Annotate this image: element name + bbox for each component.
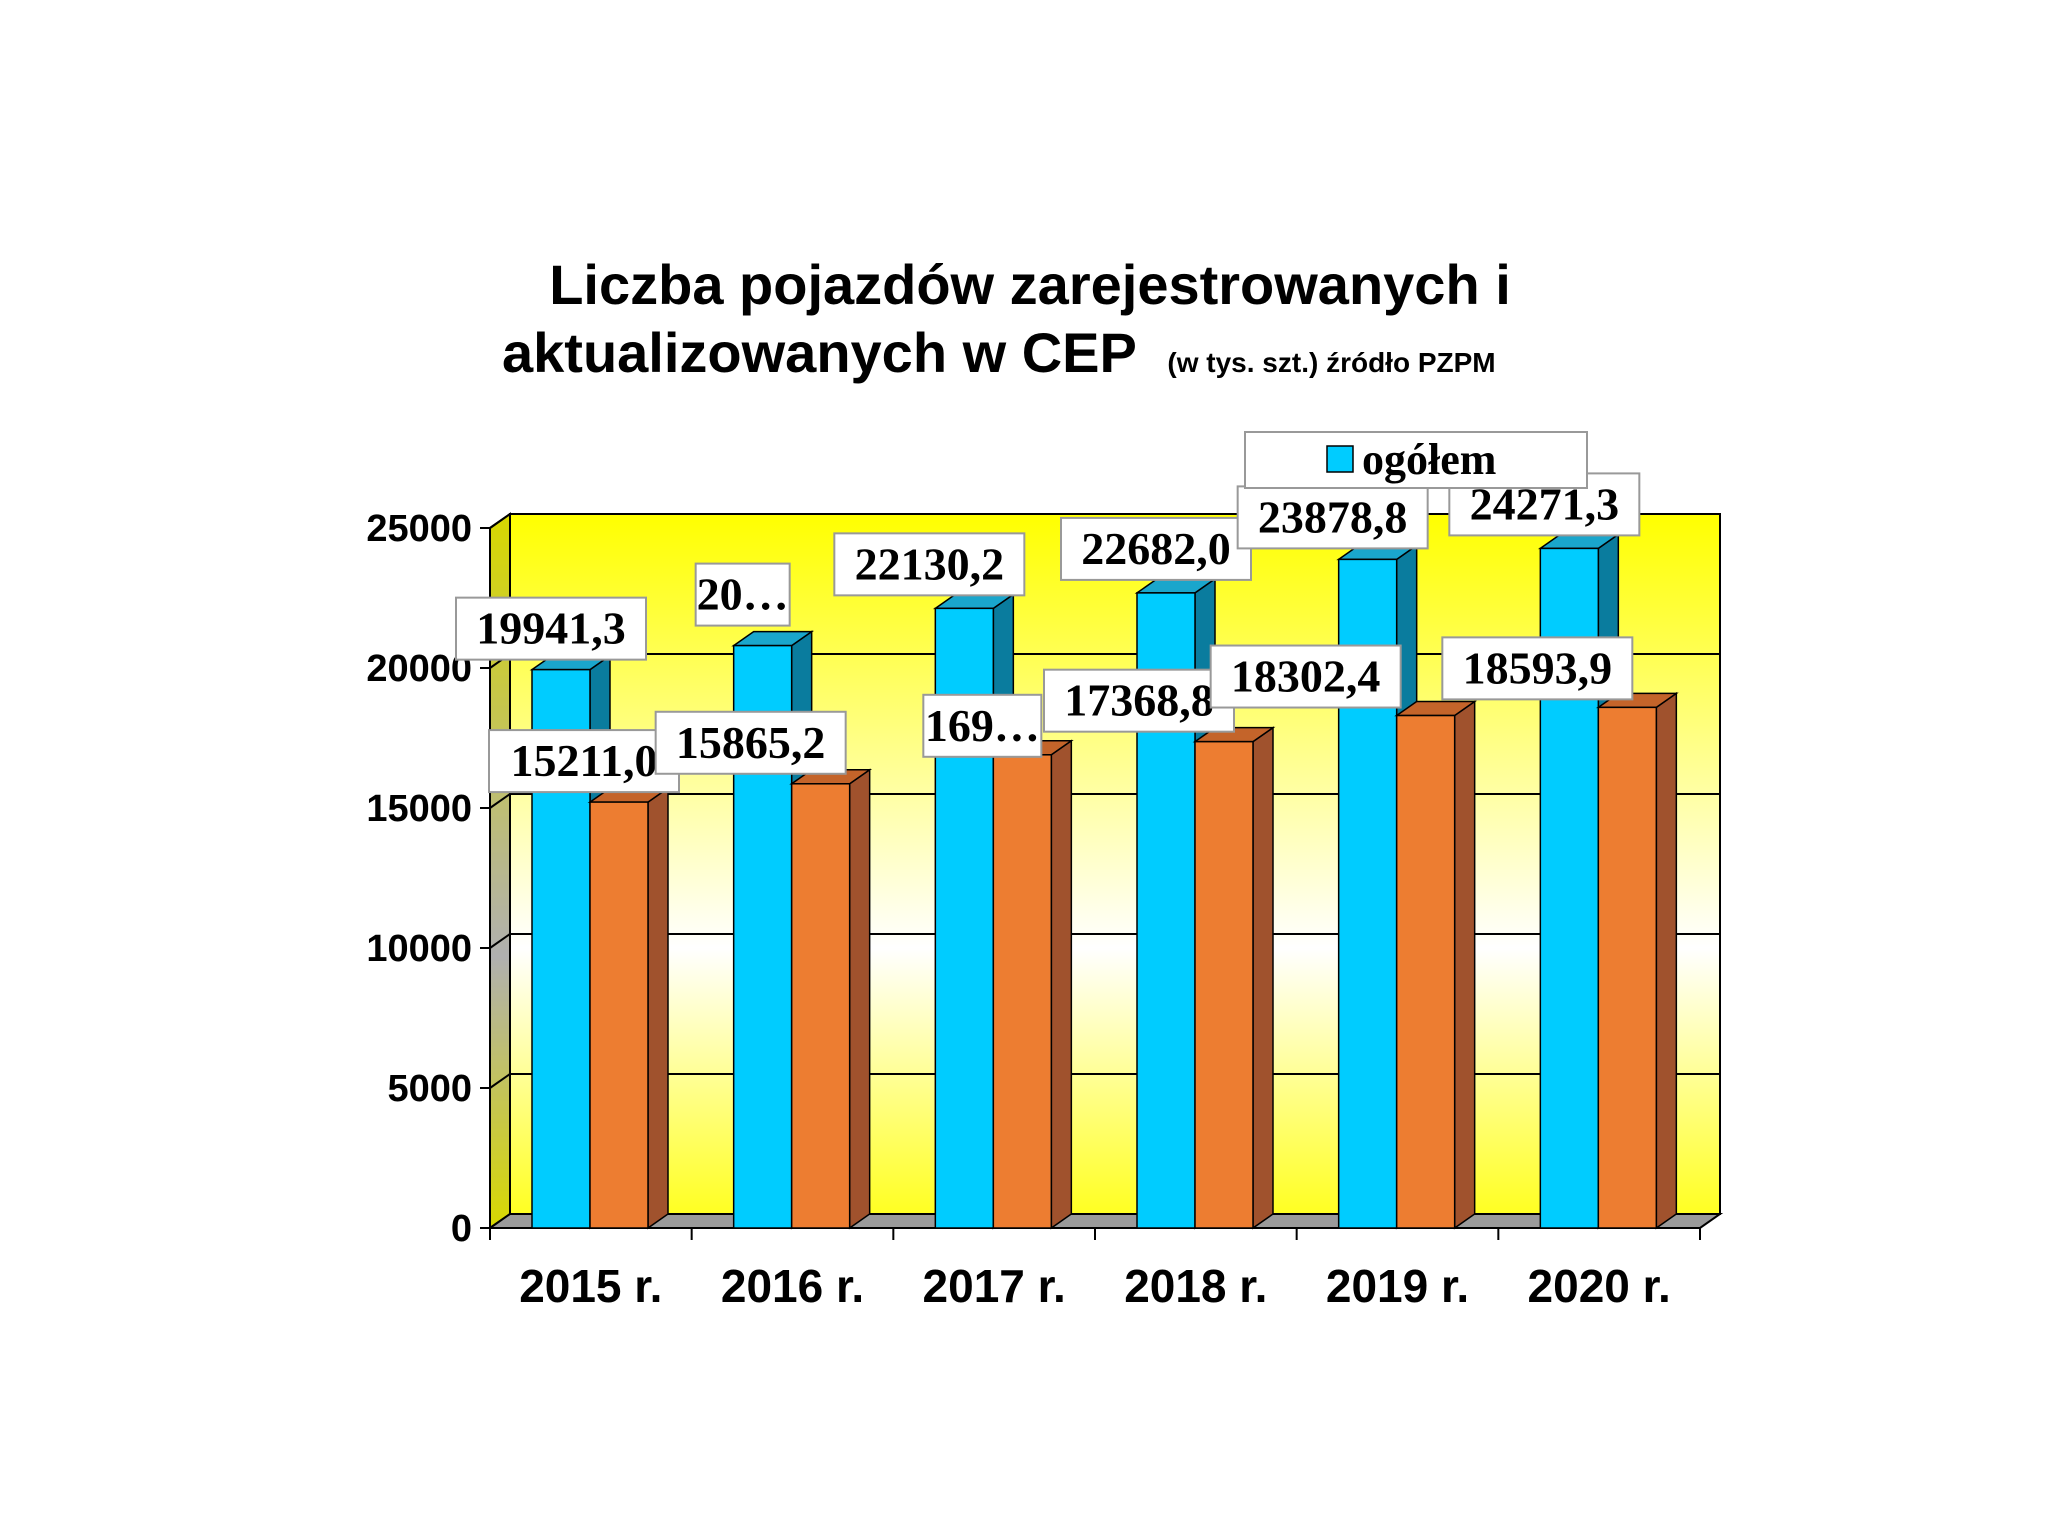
bar-side: [1453, 700, 1476, 1230]
bar-front: [1395, 714, 1456, 1229]
data-label: 23878,8: [1236, 485, 1429, 550]
plot-area: [486, 512, 1724, 1230]
data-label-box: [654, 710, 847, 775]
bar: [1192, 726, 1276, 1230]
data-label-text: 22130,2: [855, 538, 1005, 589]
chart-title-main: aktualizowanych w CEP: [502, 321, 1136, 384]
gridline-side: [489, 513, 511, 529]
x-tick-label: 2015 r.: [519, 1260, 662, 1312]
data-labels: 19941,3 15211,0 20… 15865,2 22130,2 169… 22682…: [455, 472, 1641, 794]
data-label-box: [488, 729, 680, 794]
bar-side: [1252, 726, 1274, 1230]
y-tick-label: 20000: [366, 648, 472, 690]
gridline-side: [489, 793, 511, 809]
data-label-box: [922, 693, 1043, 758]
gridline-side: [489, 933, 511, 949]
data-label: 18593,9: [1441, 636, 1634, 701]
legend-swatch: [1326, 445, 1354, 473]
bar: [1394, 700, 1478, 1230]
legend: ogółem: [1244, 431, 1588, 489]
back-wall: [509, 513, 1721, 1215]
bar: [1595, 691, 1679, 1230]
x-tick-label: 2019 r.: [1326, 1260, 1469, 1312]
data-label: 19941,3: [455, 596, 647, 661]
data-label-text: 19941,3: [476, 603, 626, 654]
data-label-box: [1060, 516, 1252, 581]
data-label-box: [1209, 644, 1402, 709]
data-label-text: 18302,4: [1231, 651, 1381, 702]
chart-title-note: (w tys. szt.) źródło PZPM: [1167, 347, 1495, 378]
y-tick-label: 0: [451, 1208, 472, 1250]
gridline-side: [489, 1073, 511, 1089]
y-axis: 0 5000 10000 15000 20000 25000: [366, 508, 491, 1250]
legend-label: ogółem: [1362, 435, 1496, 484]
data-label-text: 169…: [925, 700, 1040, 751]
x-tick-label: 2018 r.: [1124, 1260, 1267, 1312]
data-label: 17368,8: [1043, 668, 1235, 733]
x-tick-label: 2016 r.: [721, 1260, 864, 1312]
data-label-box: [1441, 636, 1634, 701]
data-label-box: [455, 596, 647, 661]
data-label: 15211,0: [488, 729, 680, 794]
data-label-box: [694, 562, 791, 627]
data-label-text: 17368,8: [1064, 675, 1214, 726]
x-tick-label: 2017 r.: [923, 1260, 1066, 1312]
bar-front: [1597, 706, 1658, 1229]
bar: [789, 768, 873, 1230]
x-axis: 2015 r. 2016 r. 2017 r. 2018 r. 2019 r. 2020 …: [489, 1227, 1701, 1312]
data-label-box: [1236, 485, 1429, 550]
y-tick-label: 10000: [366, 928, 472, 970]
y-tick-label: 15000: [366, 788, 472, 830]
bar: [587, 786, 671, 1230]
data-label: 15865,2: [654, 710, 847, 775]
data-label: 18302,4: [1209, 644, 1402, 709]
data-label: 22130,2: [833, 532, 1026, 597]
floor: [486, 1213, 1724, 1229]
bar-front: [1194, 740, 1254, 1229]
data-label-text: 23878,8: [1258, 491, 1408, 542]
chart-title-line1: Liczba pojazdów zarejestrowanych i: [549, 253, 1511, 316]
bar-front: [790, 783, 851, 1229]
bar-side: [848, 768, 871, 1230]
data-label-text: 15865,2: [676, 717, 826, 768]
x-tick-label: 2020 r.: [1528, 1260, 1671, 1312]
data-label-box: [833, 532, 1026, 597]
data-label-text: 18593,9: [1463, 642, 1613, 693]
data-label-text: 22682,0: [1081, 523, 1231, 574]
bar-front: [589, 801, 649, 1229]
data-label: 169…: [922, 693, 1043, 758]
bar: [990, 739, 1074, 1230]
y-tick-label: 5000: [387, 1068, 472, 1110]
data-label: 22682,0: [1060, 516, 1252, 581]
data-label-text: 20…: [697, 569, 789, 620]
bar-side: [1050, 739, 1073, 1230]
bar-side: [1655, 691, 1678, 1230]
data-label-text: 15211,0: [511, 735, 658, 786]
bar-front: [992, 754, 1053, 1229]
data-label: 20…: [694, 562, 791, 627]
y-tick-label: 25000: [366, 508, 472, 550]
legend-box: [1244, 431, 1588, 489]
bar-side: [647, 786, 669, 1230]
data-label-box: [1043, 668, 1235, 733]
chart-title-line2: aktualizowanych w CEP (w tys. szt.) źród…: [502, 321, 1496, 384]
